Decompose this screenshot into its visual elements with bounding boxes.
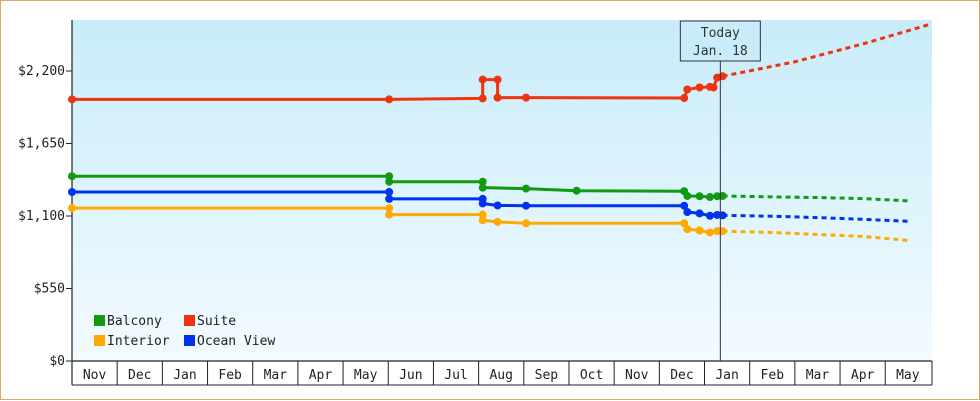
data-point: [385, 194, 394, 203]
y-axis-ticks: $0 $550 $1,100 $1,650 $2,200: [18, 64, 72, 369]
data-point: [68, 95, 76, 104]
data-point: [695, 209, 704, 218]
legend-label: Balcony: [107, 314, 162, 329]
data-point: [522, 201, 531, 210]
series-forecast-interior: [722, 229, 908, 242]
x-tick-label: Oct: [580, 368, 603, 383]
plot-background: [72, 20, 932, 361]
data-point: [683, 85, 692, 94]
data-point: [695, 192, 704, 201]
x-tick-label: Mar: [806, 368, 830, 383]
series-layer: [68, 23, 929, 242]
data-point: [695, 83, 704, 92]
today-box: [679, 20, 761, 62]
data-point: [522, 184, 531, 193]
data-point: [680, 219, 689, 228]
data-point: [705, 193, 714, 202]
series-forecast-suite: [722, 23, 929, 78]
x-tick-label: Dec: [128, 368, 151, 383]
data-point: [68, 188, 76, 197]
x-tick-label: Feb: [218, 368, 242, 383]
data-point: [478, 210, 487, 219]
y-tick-label: $1,100: [18, 209, 65, 224]
data-point: [705, 211, 714, 220]
legend-label: Ocean View: [197, 334, 275, 349]
data-point: [493, 75, 502, 84]
x-tick-label: Aug: [489, 368, 512, 383]
legend-swatch: [184, 335, 195, 346]
data-point: [683, 208, 692, 217]
data-point: [695, 226, 704, 235]
x-tick-label: Mar: [264, 368, 288, 383]
legend-swatch: [94, 315, 105, 326]
data-point: [718, 227, 727, 236]
data-point: [522, 93, 531, 102]
today-label: Today: [701, 26, 740, 41]
data-point: [385, 95, 394, 104]
x-tick-label: Jul: [444, 368, 467, 383]
data-point: [718, 191, 727, 200]
x-tick-label: Apr: [851, 368, 875, 383]
data-point: [683, 225, 692, 234]
series-forecast-balcony: [722, 194, 908, 203]
x-tick-label: Jan: [173, 368, 196, 383]
x-tick-label: Feb: [761, 368, 785, 383]
data-point: [385, 210, 394, 219]
y-tick-label: $0: [49, 354, 65, 369]
data-point: [493, 217, 502, 226]
data-point: [385, 172, 394, 181]
data-point: [478, 177, 487, 186]
x-tick-label: Nov: [625, 368, 649, 383]
x-tick-label: Jan: [715, 368, 738, 383]
data-point: [68, 172, 76, 181]
x-tick-label: May: [354, 368, 378, 383]
data-point: [718, 211, 727, 220]
data-point: [478, 199, 487, 208]
data-point: [385, 188, 394, 197]
x-axis-ticks: Nov Dec Jan Feb Mar Apr May Jun Jul Aug Sep Oct Nov D…: [71, 361, 920, 385]
data-point: [478, 75, 487, 84]
data-point: [385, 204, 394, 213]
data-point: [385, 177, 394, 186]
x-tick-label: Apr: [309, 368, 333, 383]
data-point: [478, 183, 487, 192]
legend-label: Suite: [197, 314, 236, 329]
legend-swatch: [184, 315, 195, 326]
data-point: [680, 201, 689, 210]
x-tick-label: Jun: [399, 368, 422, 383]
data-point: [478, 216, 487, 225]
x-tick-label: Dec: [670, 368, 693, 383]
y-tick-label: $2,200: [18, 64, 65, 79]
data-point: [718, 72, 727, 81]
data-point: [493, 201, 502, 210]
y-tick-label: $550: [34, 282, 65, 297]
legend-label: Interior: [107, 334, 170, 349]
series-forecast-ocean-view: [722, 213, 908, 223]
today-date: Jan. 18: [693, 44, 748, 59]
data-point: [680, 94, 689, 103]
x-tick-label: May: [896, 368, 920, 383]
x-tick-label: Sep: [535, 368, 559, 383]
legend: Balcony Suite Interior Ocean View: [94, 314, 275, 349]
data-point: [709, 83, 718, 92]
data-point: [572, 186, 581, 195]
data-point: [522, 219, 531, 228]
x-tick-label: Nov: [83, 368, 107, 383]
legend-swatch: [94, 335, 105, 346]
today-marker: Today Jan. 18: [679, 20, 761, 361]
data-point: [683, 191, 692, 200]
data-point: [493, 93, 502, 102]
data-point: [705, 228, 714, 237]
data-point: [478, 94, 487, 103]
y-tick-label: $1,650: [18, 137, 65, 152]
axes-group: [71, 20, 933, 386]
data-point: [68, 204, 76, 213]
